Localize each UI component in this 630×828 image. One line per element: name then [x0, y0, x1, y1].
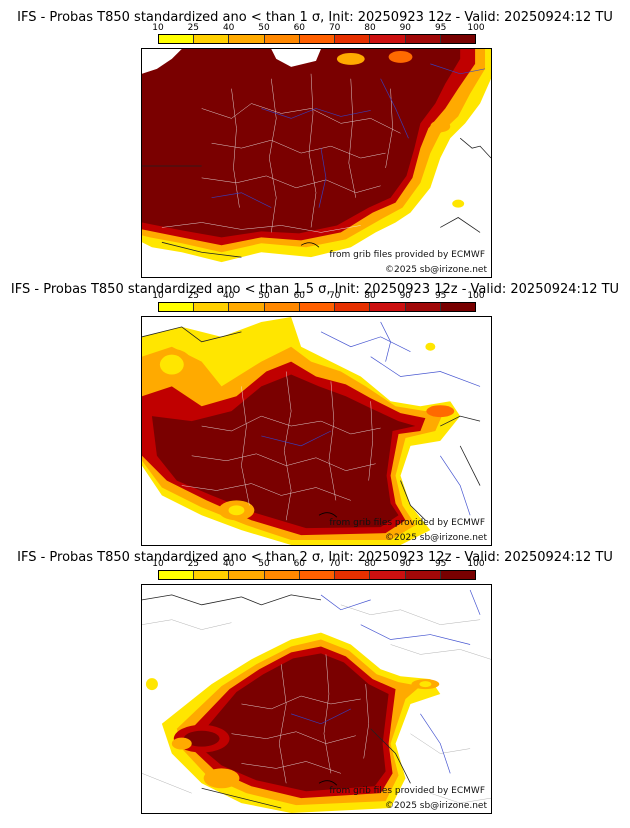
legend-swatch: [299, 35, 336, 43]
panel-3-copyright: ©2025 sb@irizone.net: [385, 801, 487, 811]
legend-label: 90: [399, 23, 412, 33]
legend-label: 60: [293, 559, 306, 569]
probability-map: [142, 49, 491, 277]
panel-2-source-credit: from grib files provided by ECMWF: [329, 518, 485, 528]
legend-swatch: [264, 303, 300, 311]
legend-label: 40: [222, 559, 235, 569]
legend-label: 40: [222, 23, 235, 33]
legend-label: 10: [152, 23, 164, 33]
panel-2-legend: 10 25 40 50 60 70 80 90 95 100: [152, 291, 485, 314]
panel-2-copyright: ©2025 sb@irizone.net: [385, 533, 487, 543]
legend-swatch: [405, 571, 441, 579]
legend-labels: 10 25 40 50 60 70 80 90 95 100: [152, 559, 484, 570]
legend-colorbar: [158, 34, 476, 44]
legend-label: 70: [328, 291, 341, 301]
panel-1-source-credit: from grib files provided by ECMWF: [329, 250, 485, 260]
panel-1-legend: 10 25 40 50 60 70 80 90 95 100: [152, 23, 485, 46]
legend-label: 95: [434, 559, 447, 569]
legend-swatch: [370, 303, 406, 311]
probability-map: [142, 589, 491, 813]
legend-colorbar: [158, 570, 476, 580]
panel-3-map: from grib files provided by ECMWF ©2025 …: [141, 584, 492, 814]
legend-colorbar: [158, 302, 476, 312]
legend-label: 25: [187, 23, 200, 33]
legend-swatch: [194, 303, 230, 311]
legend-label: 95: [434, 23, 447, 33]
legend-swatch: [194, 571, 230, 579]
legend-swatch: [264, 35, 300, 43]
panel-3-source-credit: from grib files provided by ECMWF: [329, 786, 485, 796]
legend-swatch: [335, 35, 371, 43]
panel-1-map: from grib files provided by ECMWF ©2025 …: [141, 48, 492, 278]
legend-swatch: [405, 303, 441, 311]
legend-label: 10: [152, 559, 164, 569]
legend-labels: 10 25 40 50 60 70 80 90 95 100: [152, 291, 484, 302]
legend-label: 80: [364, 23, 376, 33]
panel-2-map: from grib files provided by ECMWF ©2025 …: [141, 316, 492, 546]
legend-labels: 10 25 40 50 60 70 80 90 95 100: [152, 23, 484, 34]
legend-swatch: [264, 571, 300, 579]
legend-swatch: [335, 303, 371, 311]
legend-label: 50: [258, 23, 270, 33]
legend-swatch: [159, 303, 195, 311]
legend-swatch: [299, 303, 336, 311]
legend-label: 60: [293, 291, 306, 301]
legend-label: 100: [467, 23, 485, 33]
legend-label: 80: [364, 291, 376, 301]
legend-swatch: [440, 35, 475, 43]
legend-swatch: [159, 571, 195, 579]
legend-label: 50: [258, 291, 270, 301]
legend-swatch: [229, 35, 265, 43]
panel-1-copyright: ©2025 sb@irizone.net: [385, 265, 487, 275]
legend-label: 100: [467, 291, 485, 301]
legend-label: 80: [364, 559, 376, 569]
legend-swatch: [194, 35, 230, 43]
legend-label: 90: [399, 291, 412, 301]
legend-label: 40: [222, 291, 235, 301]
legend-label: 90: [399, 559, 412, 569]
legend-label: 50: [258, 559, 270, 569]
legend-label: 10: [152, 291, 164, 301]
panel-3-title: IFS - Probas T850 standardized ano < tha…: [17, 550, 613, 565]
panel-3-legend: 10 25 40 50 60 70 80 90 95 100: [152, 559, 485, 582]
legend-swatch: [440, 571, 475, 579]
legend-label: 60: [293, 23, 306, 33]
legend-label: 70: [328, 559, 341, 569]
legend-label: 95: [434, 291, 447, 301]
legend-label: 25: [187, 559, 200, 569]
legend-label: 25: [187, 291, 200, 301]
legend-swatch: [370, 571, 406, 579]
legend-swatch: [229, 303, 265, 311]
legend-label: 70: [328, 23, 341, 33]
legend-swatch: [335, 571, 371, 579]
panel-1-title: IFS - Probas T850 standardized ano < tha…: [17, 10, 613, 25]
probability-map: [142, 317, 491, 545]
legend-swatch: [229, 571, 265, 579]
legend-swatch: [405, 35, 441, 43]
legend-swatch: [299, 571, 336, 579]
legend-swatch: [159, 35, 195, 43]
legend-swatch: [440, 303, 475, 311]
legend-label: 100: [467, 559, 485, 569]
panel-2-title: IFS - Probas T850 standardized ano < tha…: [10, 282, 620, 297]
legend-swatch: [370, 35, 406, 43]
